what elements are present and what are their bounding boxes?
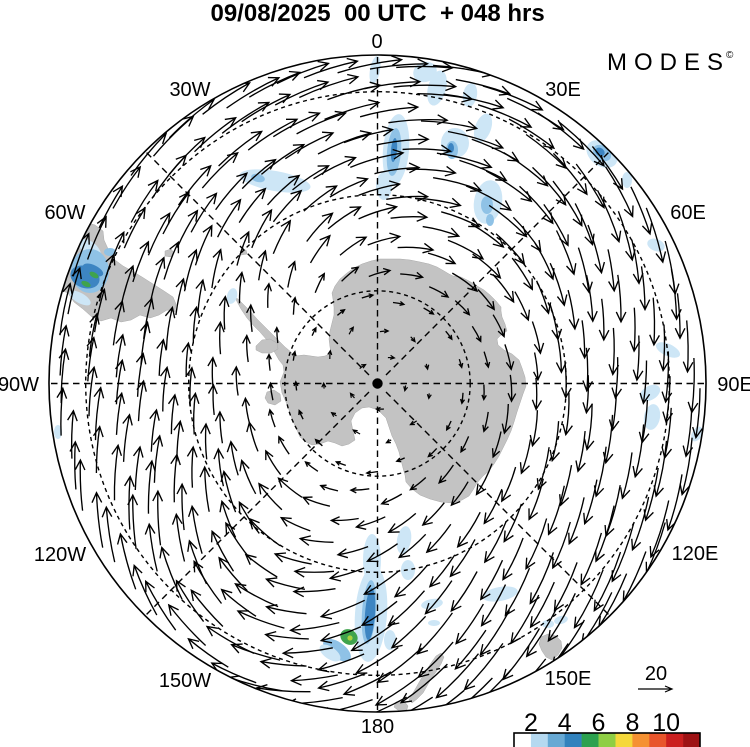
svg-text:90E: 90E — [717, 374, 750, 396]
svg-text:150E: 150E — [545, 668, 592, 690]
svg-text:10: 10 — [652, 709, 680, 737]
svg-text:0: 0 — [371, 31, 382, 53]
svg-text:2: 2 — [524, 709, 538, 737]
svg-text:150W: 150W — [159, 670, 211, 692]
svg-text:20: 20 — [645, 663, 667, 685]
svg-text:180: 180 — [361, 716, 394, 738]
svg-text:MODES: MODES — [607, 49, 730, 76]
svg-text:60W: 60W — [44, 202, 85, 224]
svg-text:©: © — [726, 50, 734, 61]
svg-text:6: 6 — [592, 709, 606, 737]
svg-text:30E: 30E — [545, 79, 581, 101]
svg-text:120E: 120E — [672, 543, 719, 565]
svg-text:120W: 120W — [34, 544, 86, 566]
svg-text:90W: 90W — [0, 374, 39, 396]
svg-text:09/08/2025 00 UTC + 048 hrs: 09/08/2025 00 UTC + 048 hrs — [210, 0, 544, 27]
svg-text:4: 4 — [558, 709, 572, 737]
svg-text:60E: 60E — [670, 202, 706, 224]
svg-text:30W: 30W — [169, 79, 210, 101]
svg-text:8: 8 — [625, 709, 639, 737]
